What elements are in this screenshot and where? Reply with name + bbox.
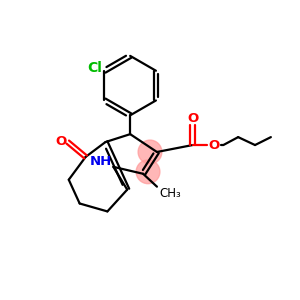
Circle shape: [138, 140, 162, 164]
Circle shape: [136, 160, 160, 184]
Text: Cl: Cl: [87, 61, 102, 75]
Text: O: O: [187, 112, 198, 125]
Text: O: O: [209, 139, 220, 152]
Text: CH₃: CH₃: [159, 187, 181, 200]
Text: O: O: [55, 135, 67, 148]
Text: NH: NH: [89, 155, 112, 168]
